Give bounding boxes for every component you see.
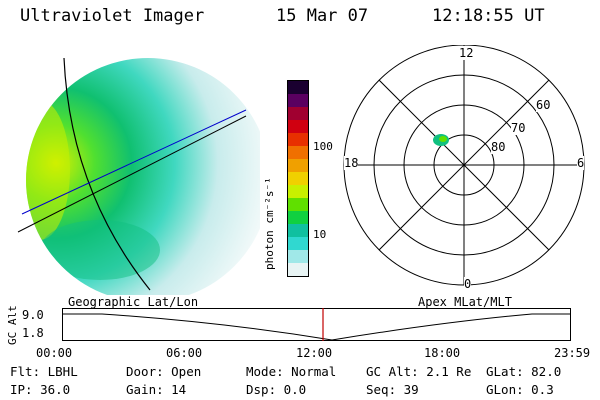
status-dsp: Dsp: 0.0 xyxy=(246,382,307,397)
mlt-label-0: 0 xyxy=(464,277,472,291)
colorbar-tick-10: 10 xyxy=(313,228,327,241)
colorbar-segment xyxy=(288,159,308,172)
color-scale-bar xyxy=(287,80,309,277)
polar-emission-core xyxy=(439,136,447,142)
altitude-plot-frame xyxy=(62,308,571,341)
status-glat: GLat: 82.0 xyxy=(486,364,562,379)
time-tick-0000: 00:00 xyxy=(36,346,73,360)
status-mode: Mode: Normal xyxy=(246,364,337,379)
colorbar-segment xyxy=(288,107,308,120)
uv-emission-disk xyxy=(26,58,260,295)
apex-grid-label: Apex MLat/MLT xyxy=(418,295,512,309)
status-door: Door: Open xyxy=(126,364,202,379)
date-label: 15 Mar 07 xyxy=(276,6,369,26)
time-tick-2359: 23:59 xyxy=(554,346,591,360)
time-tick-1200: 12:00 xyxy=(296,346,333,360)
colorbar-segment xyxy=(288,81,308,94)
mlat-label-80: 80 xyxy=(491,140,506,154)
colorbar-segment xyxy=(288,237,308,250)
colorbar-segment xyxy=(288,185,308,198)
mlat-label-60: 60 xyxy=(536,98,551,112)
geo-latitude-line xyxy=(17,115,247,233)
mlt-label-12: 12 xyxy=(459,46,474,60)
status-ip: IP: 36.0 xyxy=(10,382,71,397)
colorbar-unit-label: photon cm⁻²s⁻¹ xyxy=(263,177,276,270)
colorbar-segment xyxy=(288,120,308,133)
mlt-label-18: 18 xyxy=(344,156,359,170)
colorbar-segment xyxy=(288,146,308,159)
mlat-label-70: 70 xyxy=(511,121,526,135)
colorbar-tick-100: 100 xyxy=(313,140,333,153)
status-seq: Seq: 39 xyxy=(366,382,419,397)
mlt-label-6: 6 xyxy=(577,156,585,170)
status-glon: GLon: 0.3 xyxy=(486,382,554,397)
status-filter: Flt: LBHL xyxy=(10,364,78,379)
time-tick-0600: 06:00 xyxy=(166,346,203,360)
geo-meridian-line xyxy=(63,57,151,291)
colorbar-segment xyxy=(288,263,308,276)
colorbar-segment xyxy=(288,224,308,237)
colorbar-segment xyxy=(288,133,308,146)
altitude-y-bottom: 1.8 xyxy=(22,326,44,340)
colorbar-segment xyxy=(288,172,308,185)
geo-grid-label: Geographic Lat/Lon xyxy=(68,295,199,309)
earth-image-panel xyxy=(17,57,260,295)
time-label: 12:18:55 UT xyxy=(432,6,545,26)
altitude-timeline-plot xyxy=(62,308,571,341)
colorbar-segment xyxy=(288,211,308,224)
colorbar-segment xyxy=(288,94,308,107)
colorbar-segment xyxy=(288,198,308,211)
status-gc-alt: GC Alt: 2.1 Re xyxy=(366,364,472,379)
time-tick-1800: 18:00 xyxy=(424,346,461,360)
instrument-title: Ultraviolet Imager xyxy=(20,6,205,26)
altitude-y-top: 9.0 xyxy=(22,308,44,322)
colorbar-segment xyxy=(288,250,308,263)
altitude-axis-label: GC Alt xyxy=(6,305,19,345)
altitude-curve xyxy=(62,313,571,341)
terminator-line xyxy=(21,109,247,215)
polar-diagonal-2 xyxy=(378,79,550,251)
polar-mlt-plot xyxy=(343,45,585,286)
status-gain: Gain: 14 xyxy=(126,382,187,397)
